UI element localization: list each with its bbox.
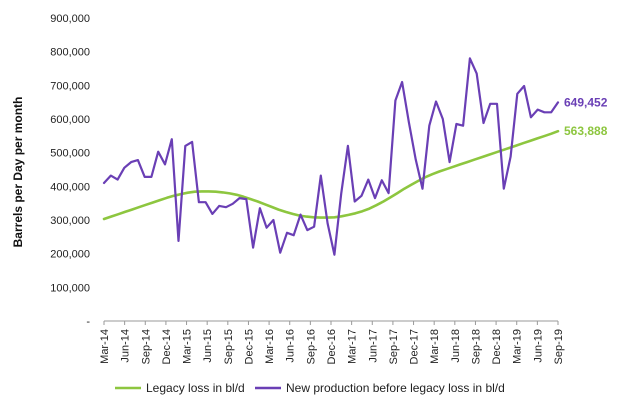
x-tick-label: Mar-19: [512, 329, 524, 364]
x-tick-label: Dec-17: [409, 329, 421, 364]
x-tick-label: Mar-16: [264, 329, 276, 364]
y-tick-label: 300,000: [50, 215, 90, 227]
legacy-loss-line: [102, 129, 560, 221]
series-lines: [102, 57, 560, 256]
legend: Legacy loss in bl/d New production before…: [115, 381, 505, 395]
y-tick-label: 700,000: [50, 80, 90, 92]
x-tick-label: Dec-15: [243, 329, 255, 364]
x-axis-ticks: Mar-14 Jun-14 Sep-14 Dec-14 Mar-15 Jun-15 Sep-…: [99, 321, 565, 364]
y-axis-label: Barrels per Day per month: [11, 97, 25, 248]
x-tick-label: Dec-16: [326, 329, 338, 364]
x-tick-label: Jun-18: [450, 329, 462, 363]
y-tick-label: 800,000: [50, 47, 90, 59]
x-tick-label: Jun-14: [120, 329, 132, 363]
x-tick-label: Jun-19: [532, 329, 544, 363]
y-tick-label: 100,000: [50, 282, 90, 294]
y-tick-label: 200,000: [50, 249, 90, 261]
end-labels: 563,888 649,452: [564, 95, 608, 138]
x-tick-label: Jun-17: [367, 329, 379, 363]
x-tick-label: Sep-19: [553, 329, 565, 364]
x-tick-label: Sep-18: [470, 329, 482, 364]
legend-label-new-production: New production before legacy loss in bl/…: [286, 381, 505, 395]
x-tick-label: Sep-16: [305, 329, 317, 364]
x-tick-label: Dec-14: [161, 329, 173, 364]
y-tick-label: 400,000: [50, 181, 90, 193]
legacy-loss-end-label: 563,888: [564, 124, 608, 138]
x-tick-label: Jun-15: [202, 329, 214, 363]
new-production-line: [102, 57, 560, 256]
x-tick-label: Sep-14: [140, 329, 152, 364]
y-tick-label: 600,000: [50, 114, 90, 126]
legend-label-legacy-loss: Legacy loss in bl/d: [146, 381, 245, 395]
x-tick-label: Mar-17: [347, 329, 359, 364]
x-tick-label: Sep-15: [223, 329, 235, 364]
new-production-end-label: 649,452: [564, 95, 608, 109]
y-tick-label: 900,000: [50, 13, 90, 25]
x-tick-label: Dec-18: [491, 329, 503, 364]
x-tick-label: Mar-14: [99, 329, 111, 364]
y-axis-ticks: - 100,000 200,000 300,000 400,000 500,000 600,…: [50, 13, 90, 328]
y-tick-label: 500,000: [50, 148, 90, 160]
x-tick-label: Jun-16: [285, 329, 297, 363]
y-tick-label: -: [86, 316, 90, 328]
x-tick-label: Mar-15: [182, 329, 194, 364]
x-tick-label: Sep-17: [388, 329, 400, 364]
x-tick-label: Mar-18: [429, 329, 441, 364]
